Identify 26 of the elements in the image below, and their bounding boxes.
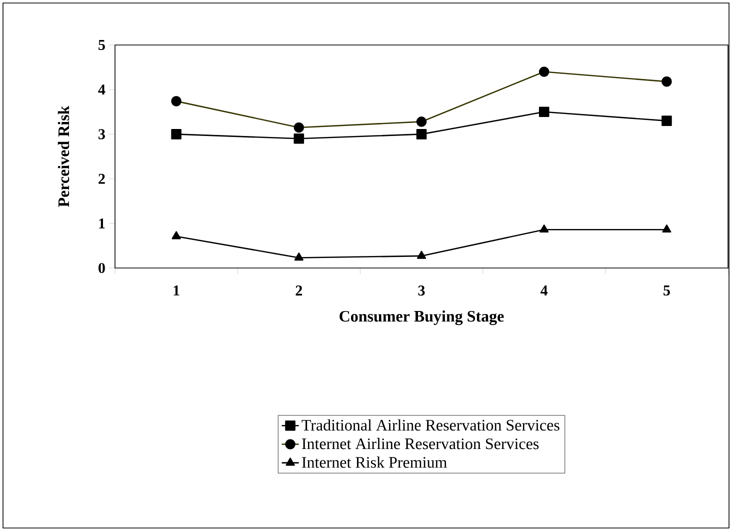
legend-label: Internet Airline Reservation Services xyxy=(302,438,539,450)
point xyxy=(416,250,426,259)
x-axis-title: Consumer Buying Stage xyxy=(340,310,504,326)
x-tick-label: 1 xyxy=(174,286,180,296)
point xyxy=(171,129,182,140)
y-tick-label: 0 xyxy=(98,262,105,274)
point xyxy=(662,224,672,233)
point xyxy=(662,116,672,126)
point xyxy=(416,129,427,140)
x-tick-label: 4 xyxy=(540,286,548,296)
y-axis-title: Perceived Risk xyxy=(58,106,70,207)
y-tick-label: 4 xyxy=(98,84,106,95)
y-tick-label: 2 xyxy=(98,174,105,184)
y-tick-label: 1 xyxy=(99,218,105,228)
point xyxy=(172,231,181,240)
point xyxy=(538,106,550,118)
y-tick-label: 5 xyxy=(98,40,105,50)
legend-label: Internet Risk Premium xyxy=(302,456,447,468)
point xyxy=(540,224,549,233)
x-tick-label: 5 xyxy=(664,286,670,296)
y-tick-label: 3 xyxy=(98,129,105,140)
point xyxy=(294,252,304,261)
x-tick-label: 3 xyxy=(418,286,425,296)
point xyxy=(294,134,304,144)
x-tick-label: 2 xyxy=(296,286,302,296)
legend-label: Traditional Airline Reservation Services xyxy=(302,419,560,431)
